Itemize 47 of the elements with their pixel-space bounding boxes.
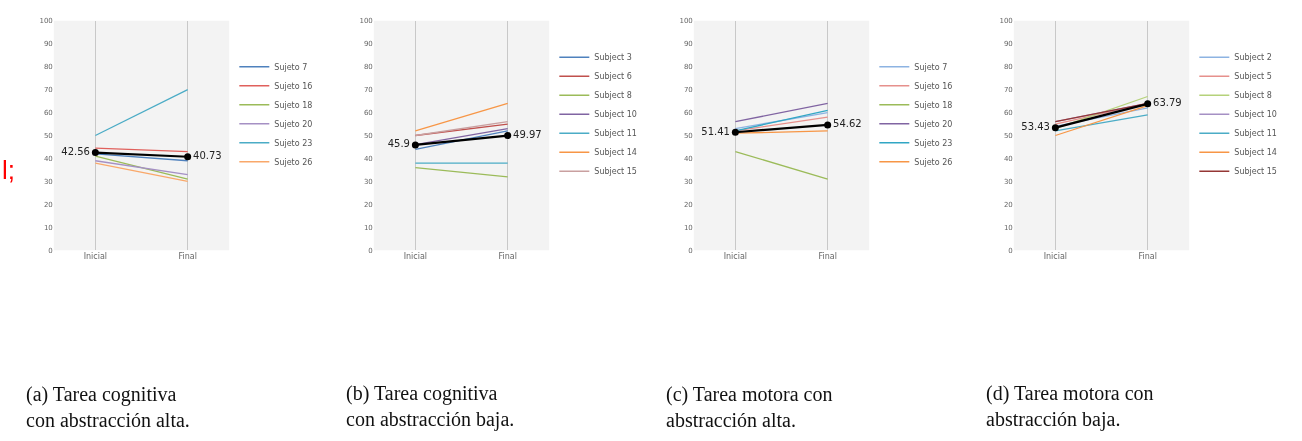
legend-label: Subject 3 — [594, 53, 632, 63]
text: (d) Tarea motora con abstracción baja. — [986, 382, 1154, 431]
legend-label: Sujeto 23 — [274, 138, 313, 148]
x-tick-label: Inicial — [83, 252, 108, 262]
x-tick-label: Final — [818, 252, 837, 262]
legend-label: Subject 8 — [594, 91, 632, 101]
data-label: 51.41 — [701, 125, 730, 137]
legend-label: Sujeto 20 — [914, 119, 953, 129]
x-tick-label: Inicial — [1043, 252, 1068, 262]
legend-label: Sujeto 18 — [914, 100, 953, 110]
text: (c) Tarea motora con abstracción alta. — [666, 383, 833, 431]
text: (a) Tarea cognitiva con abstracción alta. — [26, 383, 190, 431]
legend-label: Sujeto 20 — [274, 119, 313, 129]
legend-label: Subject 8 — [1234, 91, 1272, 101]
x-tick-label: Inicial — [403, 252, 428, 262]
legend-label: Subject 5 — [1234, 72, 1272, 82]
legend-label: Subject 14 — [594, 148, 637, 158]
x-tick-label: Final — [498, 252, 517, 262]
legend-label: Sujeto 7 — [274, 62, 308, 72]
legend-label: Subject 14 — [1234, 148, 1277, 158]
x-tick-label: Final — [178, 252, 197, 262]
legend-label: Subject 10 — [594, 110, 637, 120]
legend-label: Sujeto 16 — [274, 81, 313, 91]
legend-label: Subject 2 — [1234, 53, 1272, 63]
text: l; — [2, 155, 15, 185]
x-tick-label: Final — [1138, 252, 1157, 262]
legend-label: Sujeto 26 — [274, 157, 313, 167]
legend-label: Sujeto 26 — [914, 157, 953, 167]
legend-label: Subject 11 — [594, 129, 637, 139]
legend-label: Subject 15 — [594, 167, 637, 177]
legend-label: Sujeto 18 — [274, 100, 313, 110]
data-label: 63.79 — [1153, 97, 1182, 109]
data-label: 54.62 — [833, 118, 862, 130]
legend-label: Subject 11 — [1234, 129, 1277, 139]
legend-label: Subject 6 — [594, 72, 632, 82]
data-label: 45.9 — [387, 138, 410, 150]
legend-label: Subject 10 — [1234, 110, 1277, 120]
x-tick-label: Inicial — [723, 252, 748, 262]
data-label: 49.97 — [513, 129, 542, 141]
legend-label: Sujeto 23 — [914, 138, 953, 148]
data-label: 53.43 — [1021, 121, 1050, 133]
legend-label: Subject 15 — [1234, 167, 1277, 177]
legend-label: Sujeto 7 — [914, 62, 948, 72]
text: (b) Tarea cognitiva con abstracción baja. — [346, 382, 515, 431]
data-label: 42.56 — [61, 146, 90, 158]
data-label: 40.73 — [193, 150, 222, 162]
legend-label: Sujeto 16 — [914, 81, 953, 91]
